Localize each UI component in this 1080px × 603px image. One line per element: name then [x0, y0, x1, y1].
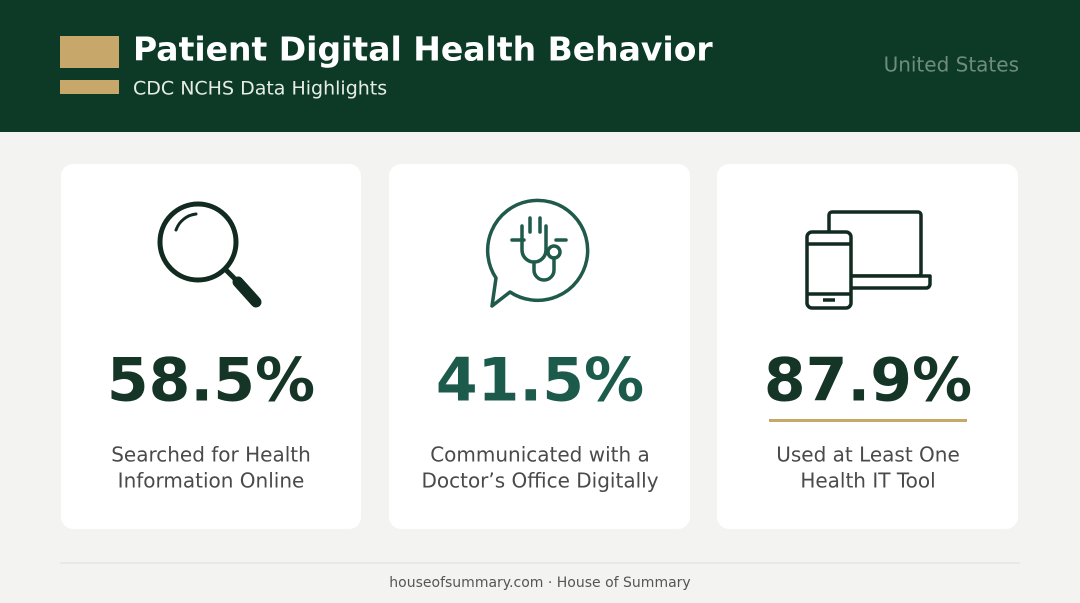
- title: Patient Digital Health Behavior: [133, 30, 713, 69]
- stat-label: Used at Least One: [776, 443, 960, 467]
- highlight-underline: [769, 419, 967, 422]
- stat-label: Health IT Tool: [800, 469, 935, 493]
- card: 41.5% Communicated with a Doctor’s Offic…: [389, 164, 690, 529]
- stat-label: Information Online: [118, 469, 305, 493]
- accent-block: [60, 80, 119, 94]
- accent-block: [60, 36, 119, 68]
- card-bg: [389, 164, 690, 529]
- header-bar: [0, 0, 1080, 132]
- subtitle: CDC NCHS Data Highlights: [133, 78, 387, 100]
- card: 58.5% Searched for Health Information On…: [61, 164, 361, 529]
- stat-value: 58.5%: [107, 346, 315, 416]
- stat-label: Communicated with a: [430, 443, 650, 467]
- footer: houseofsummary.com · House of Summary: [389, 575, 690, 591]
- chat-stethoscope-icon: [485, 198, 590, 308]
- stat-label: Doctor’s Office Digitally: [421, 469, 658, 493]
- stat-value: 41.5%: [436, 346, 644, 416]
- devices-icon: [805, 210, 932, 310]
- card-bg: [717, 164, 1018, 529]
- card-bg: [61, 164, 361, 529]
- stat-label: Searched for Health: [111, 443, 311, 467]
- stat-value: 87.9%: [764, 346, 972, 416]
- region: United States: [884, 53, 1019, 77]
- search-icon: [157, 201, 262, 308]
- card: 87.9% Used at Least One Health IT Tool: [717, 164, 1018, 529]
